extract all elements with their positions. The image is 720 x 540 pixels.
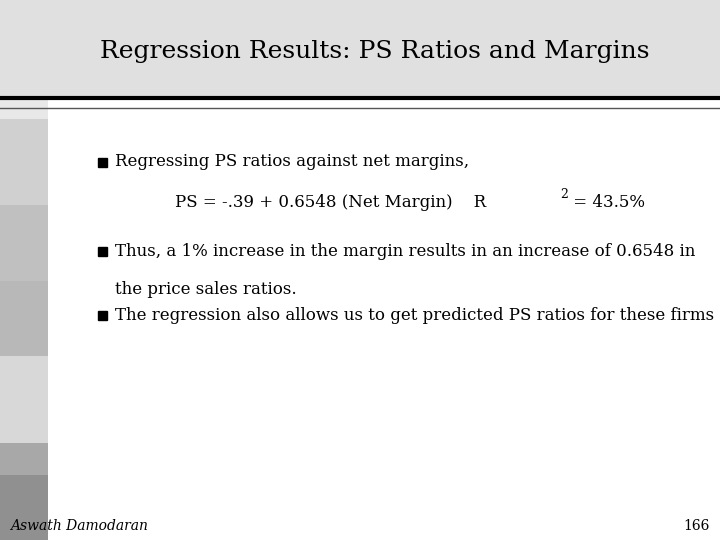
Bar bbox=[0, 205, 48, 281]
Text: Thus, a 1% increase in the margin results in an increase of 0.6548 in: Thus, a 1% increase in the margin result… bbox=[115, 242, 696, 260]
Bar bbox=[0, 119, 48, 205]
Bar bbox=[98, 312, 107, 320]
Bar bbox=[0, 281, 48, 356]
Bar bbox=[0, 0, 720, 97]
Text: The regression also allows us to get predicted PS ratios for these firms: The regression also allows us to get pre… bbox=[115, 307, 714, 325]
Text: Aswath Damodaran: Aswath Damodaran bbox=[10, 519, 148, 533]
Text: = 43.5%: = 43.5% bbox=[568, 194, 645, 211]
Bar bbox=[0, 475, 48, 540]
Text: Regressing PS ratios against net margins,: Regressing PS ratios against net margins… bbox=[115, 153, 469, 171]
Text: 2: 2 bbox=[560, 188, 568, 201]
Text: 166: 166 bbox=[683, 519, 710, 533]
Bar bbox=[98, 247, 107, 255]
Text: Regression Results: PS Ratios and Margins: Regression Results: PS Ratios and Margin… bbox=[100, 40, 649, 63]
Text: PS = -.39 + 0.6548 (Net Margin)    R: PS = -.39 + 0.6548 (Net Margin) R bbox=[175, 194, 486, 211]
Bar bbox=[98, 158, 107, 166]
Bar bbox=[0, 443, 48, 475]
Text: the price sales ratios.: the price sales ratios. bbox=[115, 281, 297, 299]
Bar bbox=[0, 356, 48, 443]
Bar bbox=[0, 97, 48, 119]
